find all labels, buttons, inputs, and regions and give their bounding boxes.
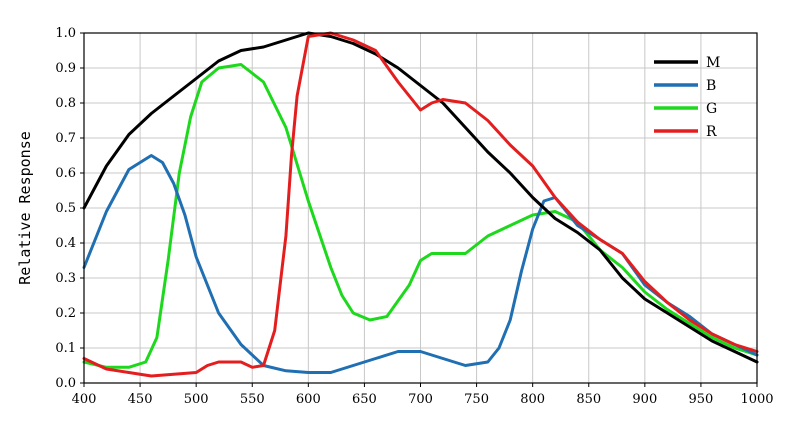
series-line-g [82,63,759,369]
y-tick-label: 0.8 [55,96,76,111]
y-tick-label: 0.6 [55,166,76,181]
y-axis-ticks: 0.0 0.1 0.2 0.3 0.4 0.5 0.6 0.7 0.8 0.9 1.0 [55,26,84,391]
y-tick-label: 0.2 [55,306,76,321]
x-tick-label: 1000 [740,392,773,407]
y-tick-label: 0.4 [55,236,76,251]
legend-label-b: B [706,78,716,94]
legend-label-g: G [706,101,717,117]
x-tick-label: 700 [408,392,433,407]
y-tick-label: 1.0 [55,26,76,41]
x-tick-label: 650 [352,392,377,407]
legend-label-r: R [706,124,717,140]
y-tick-label: 0.9 [55,61,76,76]
y-tick-label: 0.0 [55,376,76,391]
series-line-r [82,31,759,378]
y-axis-label: Relative Response [16,131,34,285]
y-tick-label: 0.3 [55,271,76,286]
x-axis-ticks: 400 450 500 550 600 650 700 750 800 850 900 950 1000 [72,383,774,407]
series-line-m [82,31,759,364]
x-tick-label: 850 [576,392,601,407]
x-tick-label: 900 [632,392,657,407]
x-tick-label: 950 [689,392,714,407]
legend-label-m: M [706,55,720,71]
x-tick-label: 600 [296,392,321,407]
x-tick-label: 400 [72,392,97,407]
x-tick-label: 500 [184,392,209,407]
x-tick-label: 550 [240,392,265,407]
y-tick-label: 0.5 [55,201,76,216]
x-tick-label: 800 [520,392,545,407]
y-tick-label: 0.1 [55,341,76,356]
series-lines [82,31,759,378]
x-tick-label: 750 [464,392,489,407]
x-tick-label: 450 [128,392,153,407]
y-tick-label: 0.7 [55,131,76,146]
